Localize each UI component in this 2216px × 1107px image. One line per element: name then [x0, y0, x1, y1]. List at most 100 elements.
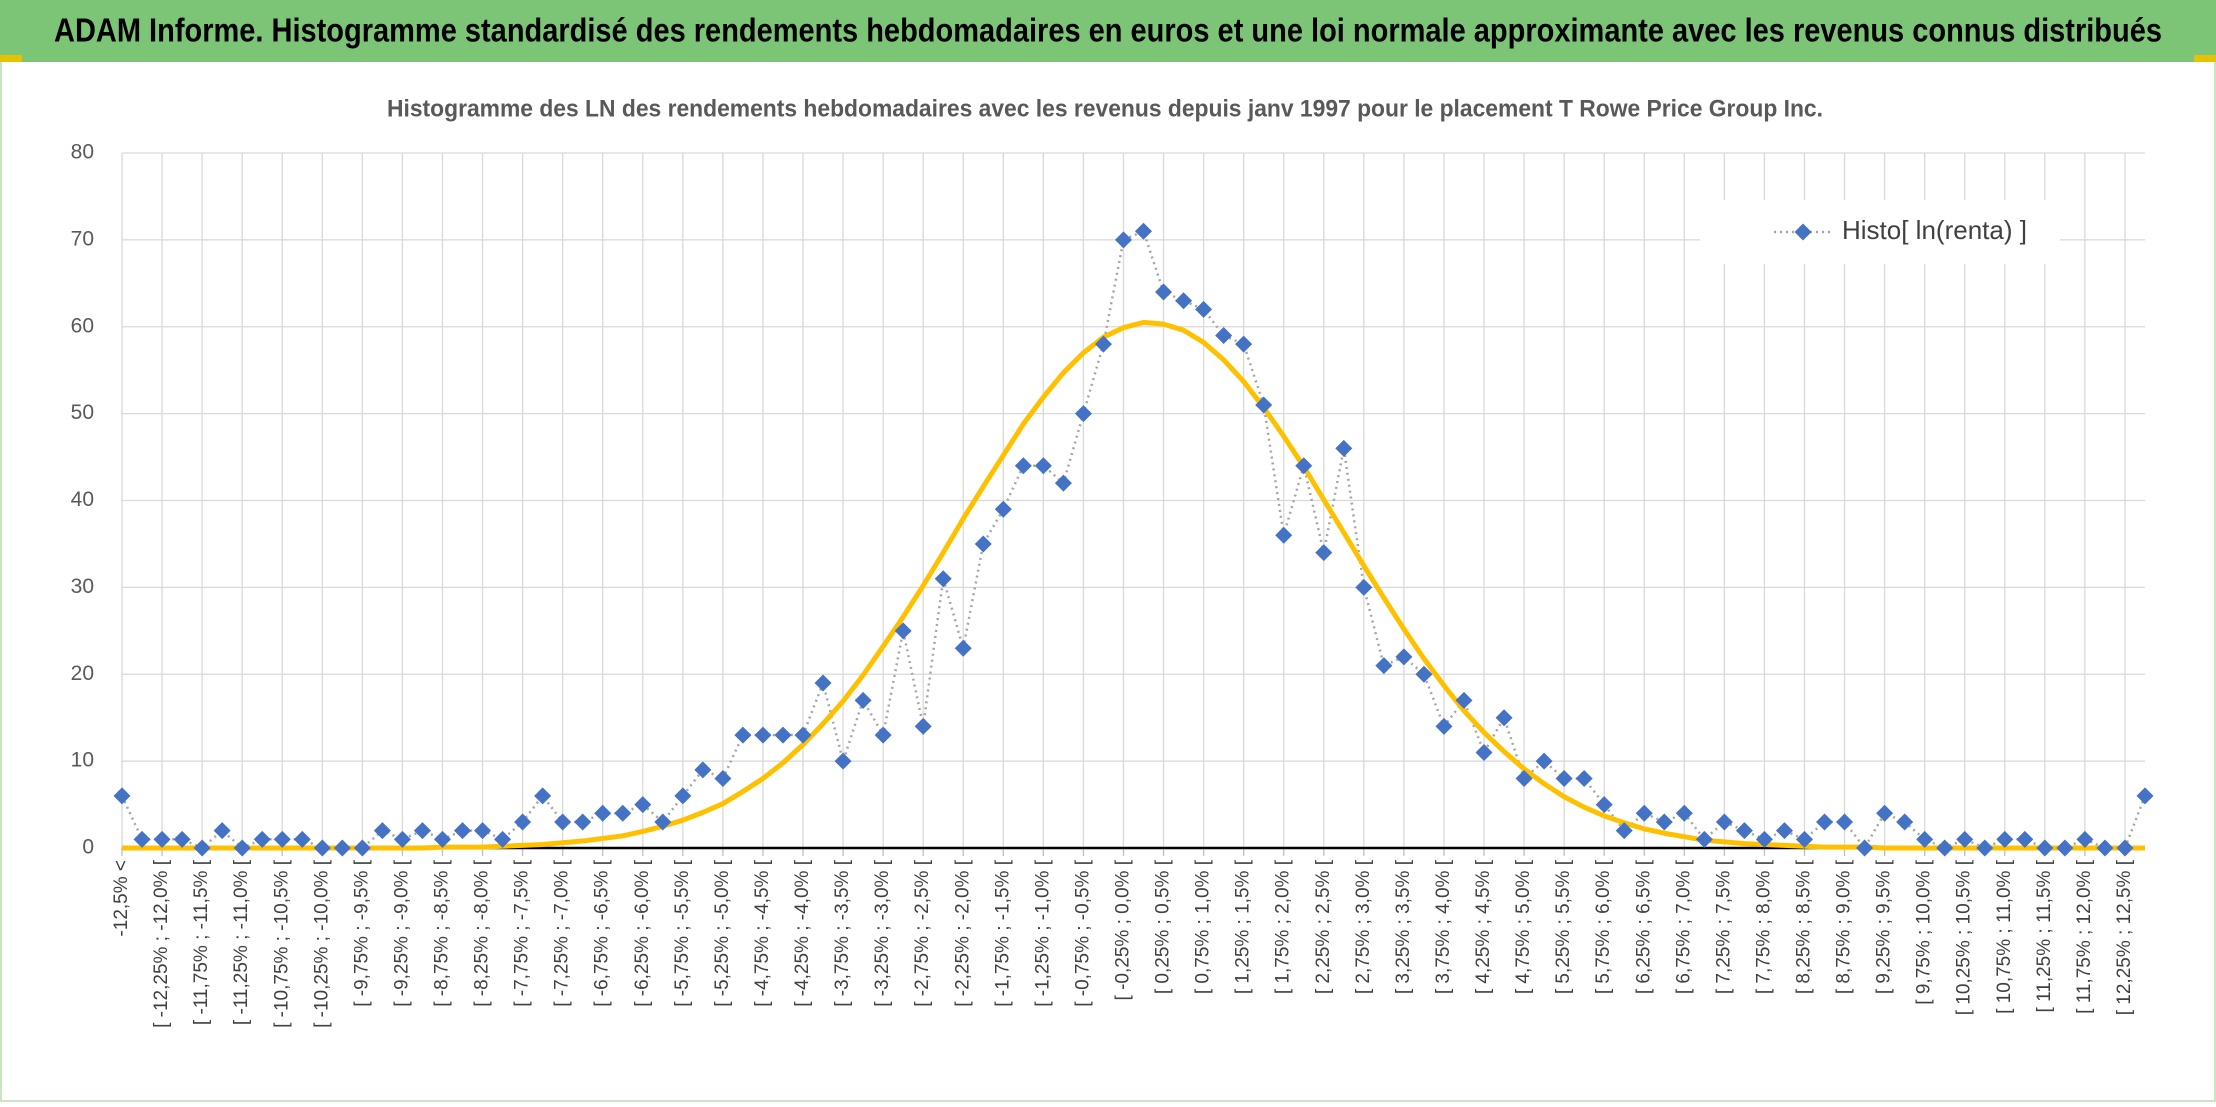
marker: [1455, 691, 1473, 709]
x-tick-label: [ -6,25% ; -6,0% [: [632, 859, 653, 1007]
x-tick-label: [ 5,75% ; 6,0% [: [1593, 859, 1614, 994]
marker: [1575, 770, 1593, 787]
marker: [1475, 743, 1493, 761]
x-tick-label: [ -0,25% ; 0,0% [: [1113, 859, 1134, 1000]
marker: [774, 726, 792, 744]
marker: [273, 830, 291, 848]
legend-marker: [1794, 223, 1812, 241]
marker: [1816, 813, 1834, 831]
x-tick-label: [ -7,25% ; -7,0% [: [552, 859, 573, 1007]
marker: [1775, 822, 1793, 840]
y-tick-label: 50: [71, 401, 94, 424]
marker: [1595, 796, 1613, 814]
x-tick-label: [ -1,25% ; -1,0% [: [1032, 859, 1053, 1007]
marker: [974, 535, 992, 553]
x-tick-label: [ -2,75% ; -2,5% [: [912, 859, 933, 1007]
x-tick-label: [ 7,75% ; 8,0% [: [1753, 859, 1774, 994]
marker: [594, 804, 612, 822]
marker: [1014, 457, 1032, 475]
marker: [1375, 657, 1393, 675]
x-tick-label: [ 9,75% ; 10,0% [: [1914, 859, 1935, 1004]
x-tick-label: [ 3,75% ; 4,0% [: [1433, 859, 1454, 994]
marker: [734, 726, 752, 744]
marker: [1856, 839, 1874, 857]
x-tick-label: [ 6,25% ; 6,5% [: [1633, 859, 1654, 994]
x-tick-label: [ -9,25% ; -9,0% [: [391, 859, 412, 1007]
x-tick-label: [ 2,25% ; 2,5% [: [1313, 859, 1334, 994]
marker: [754, 726, 772, 744]
marker: [1275, 526, 1293, 544]
marker: [1515, 770, 1533, 787]
y-tick-label: 40: [71, 488, 94, 511]
marker: [113, 787, 131, 805]
x-tick-label: [ 11,25% ; 11,5% [: [2034, 859, 2055, 1012]
x-tick-label: [ -3,25% ; -3,0% [: [872, 859, 893, 1007]
x-tick-label: [ 0,75% ; 1,0% [: [1193, 859, 1214, 994]
marker: [1655, 813, 1673, 831]
marker: [614, 804, 632, 822]
marker: [2016, 830, 2034, 848]
marker: [654, 813, 672, 831]
marker: [694, 761, 712, 779]
marker: [1615, 822, 1633, 840]
plot-area: [113, 222, 2154, 857]
x-tick-label: [ 1,25% ; 1,5% [: [1233, 859, 1254, 994]
marker: [2096, 839, 2114, 857]
marker: [1695, 830, 1713, 848]
marker: [1295, 457, 1313, 475]
y-tick-label: 80: [71, 141, 94, 164]
marker: [2076, 830, 2094, 848]
marker: [173, 830, 191, 848]
x-tick-label: [ -7,75% ; -7,5% [: [512, 859, 533, 1007]
chart-title: Histogramme des LN des rendements hebdom…: [387, 95, 1823, 122]
marker: [814, 674, 832, 692]
x-tick-label: [ 10,75% ; 11,0% [: [1994, 859, 2015, 1014]
marker: [674, 787, 692, 805]
legend-box: [1700, 200, 2060, 264]
marker: [994, 500, 1012, 518]
x-tick-label: [ 4,25% ; 4,5% [: [1473, 859, 1494, 994]
marker: [213, 822, 231, 840]
marker: [1175, 292, 1193, 310]
marker: [1034, 457, 1052, 475]
corner-left: [0, 55, 22, 62]
x-tick-label: [ 1,75% ; 2,0% [: [1273, 859, 1294, 994]
marker: [1535, 752, 1553, 770]
y-tick-label: 0: [82, 836, 94, 859]
marker: [1836, 813, 1854, 831]
x-tick-label: [ 10,25% ; 10,5% [: [1954, 859, 1975, 1015]
marker: [914, 717, 932, 735]
marker: [1135, 222, 1153, 240]
marker: [1255, 396, 1273, 414]
marker: [1916, 830, 1934, 848]
x-tick-label: [ -4,75% ; -4,5% [: [752, 859, 773, 1007]
x-tick-label: [ -4,25% ; -4,0% [: [792, 859, 813, 1007]
marker: [193, 839, 211, 857]
marker: [794, 726, 812, 744]
marker: [1936, 839, 1954, 857]
marker: [1555, 770, 1573, 787]
x-tick-label: [ -10,25% ; -10,0% [: [311, 859, 332, 1028]
marker: [1956, 830, 1974, 848]
y-tick-label: 10: [71, 749, 94, 772]
marker: [1155, 283, 1173, 301]
marker: [1074, 405, 1092, 423]
marker: [1896, 813, 1914, 831]
marker: [373, 822, 391, 840]
x-tick-label: [ -8,75% ; -8,5% [: [431, 859, 452, 1007]
marker: [1114, 231, 1132, 249]
x-tick-label: [ -11,25% ; -11,0% [: [231, 859, 252, 1025]
x-tick-label: [ 8,25% ; 8,5% [: [1794, 859, 1815, 994]
y-tick-label: 60: [71, 314, 94, 337]
marker: [1094, 335, 1112, 353]
x-tick-label: [ 4,75% ; 5,0% [: [1513, 859, 1534, 994]
marker: [333, 839, 351, 857]
grid: 0 10 20 30 40 50 60 70 80 -12,5% < [ -12,25% ; -12…: [71, 141, 2145, 1028]
x-tick-label: [ 0,25% ; 0,5% [: [1153, 859, 1174, 994]
x-tick-label: [ -5,75% ; -5,5% [: [672, 859, 693, 1007]
marker: [874, 726, 892, 744]
marker: [1735, 822, 1753, 840]
marker: [2136, 787, 2154, 805]
marker: [494, 830, 512, 848]
